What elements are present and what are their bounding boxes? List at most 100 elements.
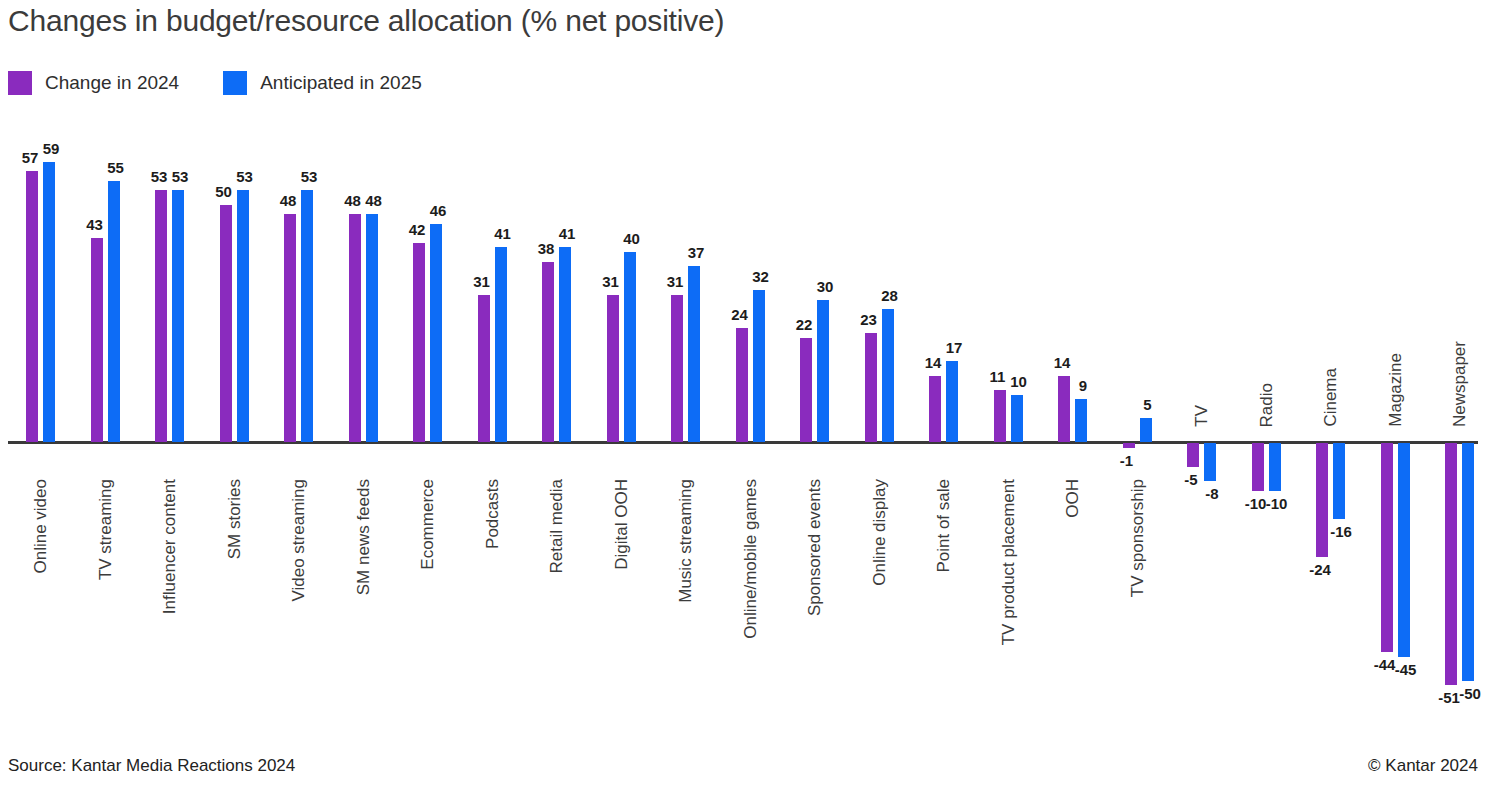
bar-change-2024 xyxy=(736,328,748,442)
category-label: Radio xyxy=(1256,383,1277,427)
bar-anticipated-2025 xyxy=(688,266,700,442)
value-label: -10 xyxy=(1259,495,1295,513)
bar-change-2024 xyxy=(284,214,296,442)
category-label: Influencer content xyxy=(159,479,180,614)
category-label: TV sponsorship xyxy=(1127,479,1148,597)
value-label: 41 xyxy=(549,225,585,243)
bar-anticipated-2025 xyxy=(1011,395,1023,443)
bar-anticipated-2025 xyxy=(559,247,571,442)
category-label: Podcasts xyxy=(482,479,503,549)
bar-change-2024 xyxy=(865,333,877,442)
bar-change-2024 xyxy=(26,171,38,442)
category-label: Point of sale xyxy=(933,479,954,573)
legend-label-2025: Anticipated in 2025 xyxy=(260,72,422,94)
category-label: Newspaper xyxy=(1449,341,1470,427)
value-label: 48 xyxy=(356,192,392,210)
bar-change-2024 xyxy=(349,214,361,442)
bar-anticipated-2025 xyxy=(946,361,958,442)
category-label: SM stories xyxy=(224,479,245,559)
legend-swatch-2025 xyxy=(223,71,247,95)
bar-change-2024 xyxy=(1252,443,1264,491)
category-label: Music streaming xyxy=(675,479,696,603)
legend-item-change-2024: Change in 2024 xyxy=(8,71,179,95)
bar-anticipated-2025 xyxy=(1075,399,1087,442)
chart-canvas: Changes in budget/resource allocation (%… xyxy=(0,0,1500,800)
category-label: Cinema xyxy=(1320,368,1341,427)
bar-anticipated-2025 xyxy=(301,190,313,442)
category-label: Video streaming xyxy=(288,479,309,602)
legend: Change in 2024 Anticipated in 2025 xyxy=(8,71,422,95)
source-note: Source: Kantar Media Reactions 2024 xyxy=(8,756,295,776)
value-label: 14 xyxy=(1044,354,1080,372)
bar-anticipated-2025 xyxy=(108,181,120,442)
bar-change-2024 xyxy=(1445,443,1457,685)
bar-change-2024 xyxy=(478,295,490,442)
bar-anticipated-2025 xyxy=(1462,443,1474,681)
bar-change-2024 xyxy=(929,376,941,443)
bar-anticipated-2025 xyxy=(172,190,184,442)
bar-change-2024 xyxy=(155,190,167,442)
bar-change-2024 xyxy=(994,390,1006,442)
legend-item-anticipated-2025: Anticipated in 2025 xyxy=(223,71,422,95)
value-label: -24 xyxy=(1302,561,1338,579)
bar-anticipated-2025 xyxy=(753,290,765,442)
value-label: 10 xyxy=(1001,373,1037,391)
bar-anticipated-2025 xyxy=(237,190,249,442)
value-label: -45 xyxy=(1388,661,1424,679)
category-label: Digital OOH xyxy=(611,479,632,570)
bar-change-2024 xyxy=(1123,443,1135,448)
category-label: Sponsored events xyxy=(804,479,825,616)
value-label: -16 xyxy=(1323,523,1359,541)
value-label: 32 xyxy=(743,268,779,286)
bar-change-2024 xyxy=(220,205,232,443)
value-label: 53 xyxy=(227,168,263,186)
value-label: 17 xyxy=(936,339,972,357)
category-label: Magazine xyxy=(1385,353,1406,427)
bar-anticipated-2025 xyxy=(495,247,507,442)
value-label: -1 xyxy=(1109,452,1145,470)
category-label: OOH xyxy=(1062,479,1083,518)
value-label: 28 xyxy=(872,287,908,305)
value-label: 41 xyxy=(485,225,521,243)
category-label: SM news feeds xyxy=(353,479,374,595)
category-label: Retail media xyxy=(546,479,567,574)
value-label: 30 xyxy=(807,278,843,296)
category-label: TV product placement xyxy=(998,479,1019,645)
bar-change-2024 xyxy=(413,243,425,443)
bar-anticipated-2025 xyxy=(430,224,442,443)
bar-change-2024 xyxy=(542,262,554,443)
category-label: Online/mobile games xyxy=(740,479,761,639)
bar-change-2024 xyxy=(800,338,812,443)
value-label: 55 xyxy=(98,159,134,177)
bar-anticipated-2025 xyxy=(1333,443,1345,519)
value-label: 59 xyxy=(33,140,69,158)
bar-anticipated-2025 xyxy=(1398,443,1410,657)
bar-anticipated-2025 xyxy=(43,162,55,442)
value-label: 9 xyxy=(1065,377,1101,395)
bar-change-2024 xyxy=(1187,443,1199,467)
category-label: TV streaming xyxy=(95,479,116,580)
bar-anticipated-2025 xyxy=(1269,443,1281,491)
value-label: 5 xyxy=(1130,396,1166,414)
value-label: 40 xyxy=(614,230,650,248)
value-label: -50 xyxy=(1452,685,1488,703)
bar-anticipated-2025 xyxy=(366,214,378,442)
bar-anticipated-2025 xyxy=(817,300,829,443)
category-label: TV xyxy=(1191,405,1212,427)
bar-change-2024 xyxy=(607,295,619,442)
bar-change-2024 xyxy=(671,295,683,442)
value-label: 53 xyxy=(291,168,327,186)
category-label: Online display xyxy=(869,479,890,586)
bar-change-2024 xyxy=(1381,443,1393,652)
value-label: 46 xyxy=(420,202,456,220)
category-label: Ecommerce xyxy=(417,479,438,570)
chart-title: Changes in budget/resource allocation (%… xyxy=(8,4,724,38)
legend-label-2024: Change in 2024 xyxy=(45,72,179,94)
bar-anticipated-2025 xyxy=(1204,443,1216,481)
copyright-note: © Kantar 2024 xyxy=(1368,756,1478,776)
bar-anticipated-2025 xyxy=(882,309,894,442)
value-label: 53 xyxy=(162,168,198,186)
value-label: 37 xyxy=(678,244,714,262)
bar-change-2024 xyxy=(91,238,103,442)
category-label: Online video xyxy=(30,479,51,574)
